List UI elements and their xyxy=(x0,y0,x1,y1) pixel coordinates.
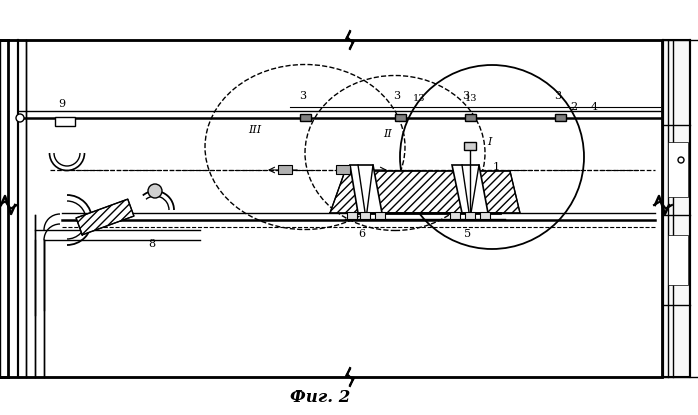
Bar xyxy=(555,114,566,121)
Polygon shape xyxy=(330,171,520,213)
Text: 3: 3 xyxy=(462,91,469,101)
Polygon shape xyxy=(452,165,488,213)
Text: I: I xyxy=(487,137,491,147)
Text: 9: 9 xyxy=(58,99,65,109)
Text: 5: 5 xyxy=(464,229,471,239)
Bar xyxy=(450,212,460,219)
Bar xyxy=(55,117,75,126)
Polygon shape xyxy=(76,199,134,235)
Bar xyxy=(480,212,490,219)
Text: 6: 6 xyxy=(358,229,365,239)
Text: 8: 8 xyxy=(148,239,155,249)
Bar xyxy=(278,165,292,174)
Text: III: III xyxy=(248,125,261,135)
Bar xyxy=(347,212,357,219)
Bar xyxy=(375,212,385,219)
Bar xyxy=(464,142,476,150)
Text: 13: 13 xyxy=(465,94,477,103)
Text: Фиг. 2: Фиг. 2 xyxy=(290,388,350,405)
Bar xyxy=(465,212,475,219)
Bar xyxy=(668,235,688,285)
Text: 1: 1 xyxy=(493,162,500,172)
Circle shape xyxy=(148,184,162,198)
Text: II: II xyxy=(383,129,392,139)
Circle shape xyxy=(16,114,24,122)
Bar xyxy=(395,114,406,121)
Bar xyxy=(465,114,476,121)
Polygon shape xyxy=(350,165,382,213)
Text: 7: 7 xyxy=(80,222,87,232)
Text: 13: 13 xyxy=(413,94,426,103)
Bar xyxy=(300,114,311,121)
Circle shape xyxy=(678,157,684,163)
Text: 2: 2 xyxy=(570,102,577,112)
Bar xyxy=(336,165,350,174)
Text: 3: 3 xyxy=(554,91,561,101)
Bar xyxy=(8,40,662,377)
Bar xyxy=(360,212,370,219)
Text: 3: 3 xyxy=(299,91,306,101)
Bar xyxy=(668,142,688,197)
Bar xyxy=(663,40,690,377)
Text: 4: 4 xyxy=(591,102,598,112)
Text: 3: 3 xyxy=(393,91,400,101)
